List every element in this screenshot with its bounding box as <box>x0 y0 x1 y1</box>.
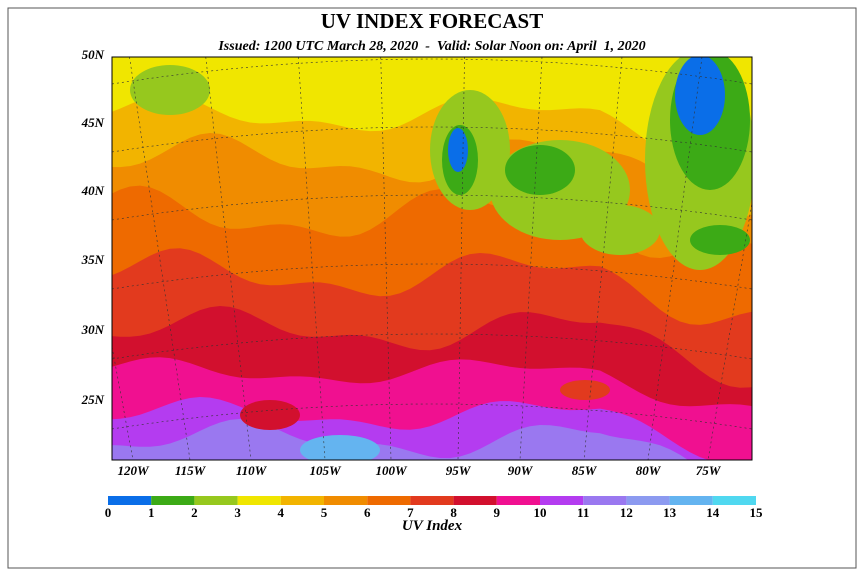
colorbar-tick-label: 5 <box>321 505 328 520</box>
colorbar-swatch <box>237 496 281 505</box>
lat-label: 30N <box>81 322 105 337</box>
colorbar-swatch <box>453 496 497 505</box>
colorbar-tick-label: 10 <box>534 505 547 520</box>
colorbar-tick-label: 1 <box>148 505 155 520</box>
lon-label: 110W <box>236 463 268 478</box>
lat-label: 25N <box>81 392 105 407</box>
colorbar-swatch <box>712 496 756 505</box>
uv-region <box>240 400 300 430</box>
uv-region <box>300 435 380 460</box>
lat-label: 50N <box>82 47 105 62</box>
lon-label: 115W <box>175 463 207 478</box>
colorbar-tick-label: 12 <box>620 505 633 520</box>
graticule-line <box>519 57 543 460</box>
graticule-line <box>112 345 134 460</box>
graticule-line <box>112 126 752 153</box>
colorbar-tick-label: 7 <box>407 505 414 520</box>
colorbar-tick-label: 3 <box>234 505 241 520</box>
colorbar-swatch <box>626 496 670 505</box>
graticule-line <box>112 333 752 360</box>
graticule-line <box>707 201 752 460</box>
colorbar-swatch <box>194 496 238 505</box>
colorbar-swatch <box>540 496 584 505</box>
title: UV INDEX FORECAST <box>321 9 543 33</box>
graticule-line <box>112 194 752 221</box>
graticule-line <box>112 263 752 290</box>
graticule-line <box>112 403 752 430</box>
colorbar-swatch <box>367 496 411 505</box>
lon-label: 95W <box>446 463 472 478</box>
lon-label: 80W <box>636 463 662 478</box>
colorbar-swatch <box>108 496 152 505</box>
lat-label: 45N <box>81 115 105 130</box>
lon-label: 105W <box>309 463 342 478</box>
uv-region <box>580 205 660 255</box>
colorbar-tick-label: 14 <box>706 505 720 520</box>
colorbar-tick-label: 2 <box>191 505 198 520</box>
graticule-line <box>457 57 465 460</box>
lon-label: 85W <box>572 463 598 478</box>
colorbar-swatch <box>151 496 195 505</box>
uv-region <box>448 128 468 172</box>
lon-label: 100W <box>375 463 408 478</box>
colorbar-tick-label: 4 <box>278 505 285 520</box>
lon-label: 120W <box>117 463 150 478</box>
uv-region <box>560 380 610 400</box>
graticule <box>112 57 752 460</box>
uv-region <box>690 225 750 255</box>
map-border <box>111 56 753 461</box>
colorbar-tick-label: 13 <box>663 505 677 520</box>
lon-label: 75W <box>696 463 722 478</box>
colorbar-swatch <box>410 496 454 505</box>
colorbar-swatch <box>324 496 368 505</box>
colorbar-tick-label: 9 <box>494 505 501 520</box>
colorbar-label: UV Index <box>402 518 463 534</box>
uv-region <box>130 65 210 115</box>
colorbar-swatch <box>280 496 324 505</box>
colorbar-swatch <box>669 496 713 505</box>
colorbar-tick-label: 11 <box>577 505 589 520</box>
uv-region <box>112 57 752 157</box>
uv-region <box>505 145 575 195</box>
lon-label: 90W <box>508 463 534 478</box>
lat-label: 40N <box>81 183 105 198</box>
colorbar-tick-label: 0 <box>105 505 112 520</box>
colorbar-swatch <box>496 496 540 505</box>
colorbar-tick-label: 15 <box>750 505 764 520</box>
uv-region <box>675 57 725 135</box>
graticule-line <box>380 57 392 460</box>
uv-field <box>112 57 752 460</box>
colorbar-swatch <box>583 496 627 505</box>
graticule-line <box>297 57 326 460</box>
colorbar-tick-label: 8 <box>450 505 457 520</box>
graticule-line <box>112 58 752 85</box>
subtitle: Issued: 1200 UTC March 28, 2020 - Valid:… <box>217 39 645 54</box>
colorbar-tick-label: 6 <box>364 505 371 520</box>
lat-label: 35N <box>81 252 105 267</box>
